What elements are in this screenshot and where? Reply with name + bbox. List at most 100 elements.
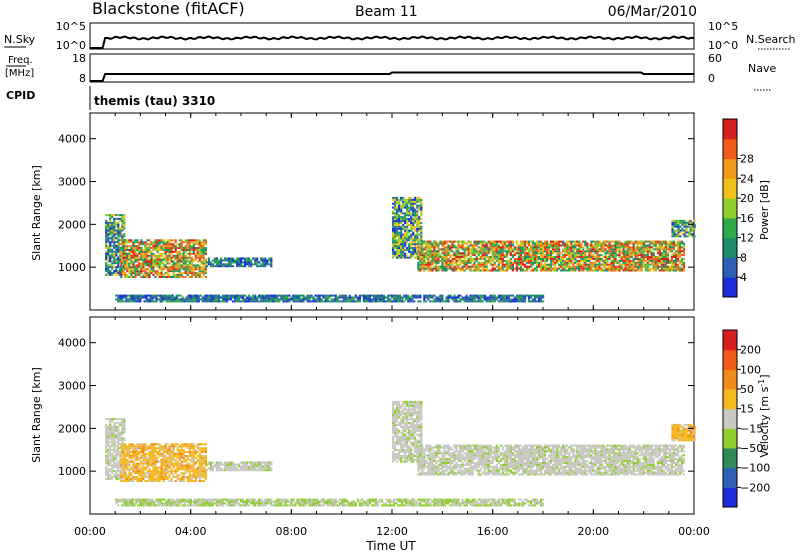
range-cell bbox=[412, 218, 415, 221]
range-cell bbox=[152, 453, 155, 455]
range-cell bbox=[117, 431, 120, 434]
range-cell bbox=[400, 237, 403, 240]
range-cell bbox=[150, 268, 153, 271]
range-cell bbox=[170, 247, 173, 249]
range-cell bbox=[109, 474, 112, 476]
range-cell bbox=[417, 261, 420, 264]
range-cell bbox=[499, 254, 502, 257]
range-cell bbox=[148, 468, 151, 471]
range-cell bbox=[120, 468, 123, 471]
range-cell bbox=[495, 269, 498, 272]
range-cell bbox=[142, 474, 145, 477]
range-cell bbox=[170, 470, 173, 473]
range-cell bbox=[107, 214, 110, 217]
range-cell bbox=[178, 445, 181, 448]
range-cell bbox=[441, 256, 444, 258]
range-cell bbox=[525, 254, 529, 257]
range-cell bbox=[148, 453, 151, 455]
range-cell bbox=[475, 263, 478, 266]
range-cell bbox=[399, 298, 402, 301]
range-cell bbox=[455, 256, 458, 258]
range-cell bbox=[542, 296, 545, 299]
range-cell bbox=[519, 256, 522, 258]
range-cell bbox=[437, 244, 440, 247]
range-cell bbox=[473, 252, 476, 255]
range-cell bbox=[396, 231, 399, 234]
range-cell bbox=[107, 271, 110, 274]
range-cell bbox=[544, 244, 547, 247]
range-cell bbox=[231, 261, 235, 264]
range-cell bbox=[119, 217, 122, 220]
range-cell bbox=[624, 246, 627, 249]
range-cell bbox=[248, 257, 251, 260]
range-cell bbox=[680, 267, 684, 270]
range-cell bbox=[566, 246, 569, 249]
range-cell bbox=[148, 264, 151, 267]
range-cell bbox=[630, 254, 633, 257]
range-cell bbox=[519, 240, 522, 243]
range-cell bbox=[453, 300, 456, 303]
range-cell bbox=[192, 268, 195, 271]
range-cell bbox=[254, 294, 257, 297]
range-cell bbox=[264, 298, 267, 301]
range-cell bbox=[485, 254, 488, 257]
range-cell bbox=[677, 223, 680, 226]
range-cell bbox=[610, 244, 613, 247]
range-cell bbox=[676, 263, 680, 266]
range-cell bbox=[148, 266, 151, 269]
range-cell bbox=[592, 265, 595, 268]
range-cell bbox=[107, 470, 110, 473]
range-cell bbox=[570, 267, 573, 270]
range-cell bbox=[148, 254, 151, 257]
range-cell bbox=[138, 458, 141, 461]
range-cell bbox=[479, 250, 482, 253]
range-cell bbox=[152, 241, 155, 244]
range-cell bbox=[648, 244, 651, 247]
range-cell bbox=[642, 261, 645, 264]
range-cell bbox=[570, 258, 573, 260]
range-cell bbox=[626, 242, 629, 245]
range-cell bbox=[687, 225, 690, 228]
range-cell bbox=[411, 296, 414, 299]
range-cell bbox=[580, 252, 583, 255]
range-cell bbox=[168, 249, 171, 251]
range-cell bbox=[188, 470, 191, 473]
range-cell bbox=[362, 294, 365, 297]
range-cell bbox=[499, 269, 502, 272]
range-cell bbox=[406, 237, 409, 240]
range-cell bbox=[117, 441, 120, 444]
range-cell bbox=[465, 298, 468, 301]
range-cell bbox=[604, 240, 607, 243]
range-cell bbox=[113, 439, 116, 442]
range-cell bbox=[158, 241, 161, 244]
range-cell bbox=[489, 296, 492, 299]
range-cell bbox=[414, 235, 417, 238]
range-cell bbox=[144, 447, 147, 450]
range-cell bbox=[423, 261, 426, 264]
range-cell bbox=[513, 259, 516, 262]
range-cell bbox=[666, 252, 669, 255]
range-cell bbox=[111, 418, 114, 421]
nsky-series bbox=[90, 35, 695, 49]
range-cell bbox=[477, 242, 480, 245]
range-cell bbox=[158, 466, 161, 469]
range-cell bbox=[414, 212, 417, 215]
range-cell bbox=[399, 300, 402, 303]
range-cell bbox=[668, 244, 671, 247]
range-cell bbox=[111, 460, 114, 463]
range-cell bbox=[192, 250, 195, 253]
range-cell bbox=[147, 294, 150, 297]
range-cell bbox=[152, 264, 155, 267]
range-cell bbox=[457, 256, 460, 258]
range-cell bbox=[270, 265, 273, 268]
range-cell bbox=[525, 252, 529, 255]
nsearch-label: N.Search bbox=[746, 33, 796, 46]
range-cell bbox=[178, 247, 181, 249]
range-cell bbox=[505, 265, 508, 268]
range-cell bbox=[113, 223, 116, 226]
range-cell bbox=[499, 258, 502, 260]
range-cell bbox=[174, 250, 177, 253]
range-cell bbox=[162, 464, 165, 467]
range-cell bbox=[479, 300, 482, 303]
range-cell bbox=[418, 227, 421, 230]
